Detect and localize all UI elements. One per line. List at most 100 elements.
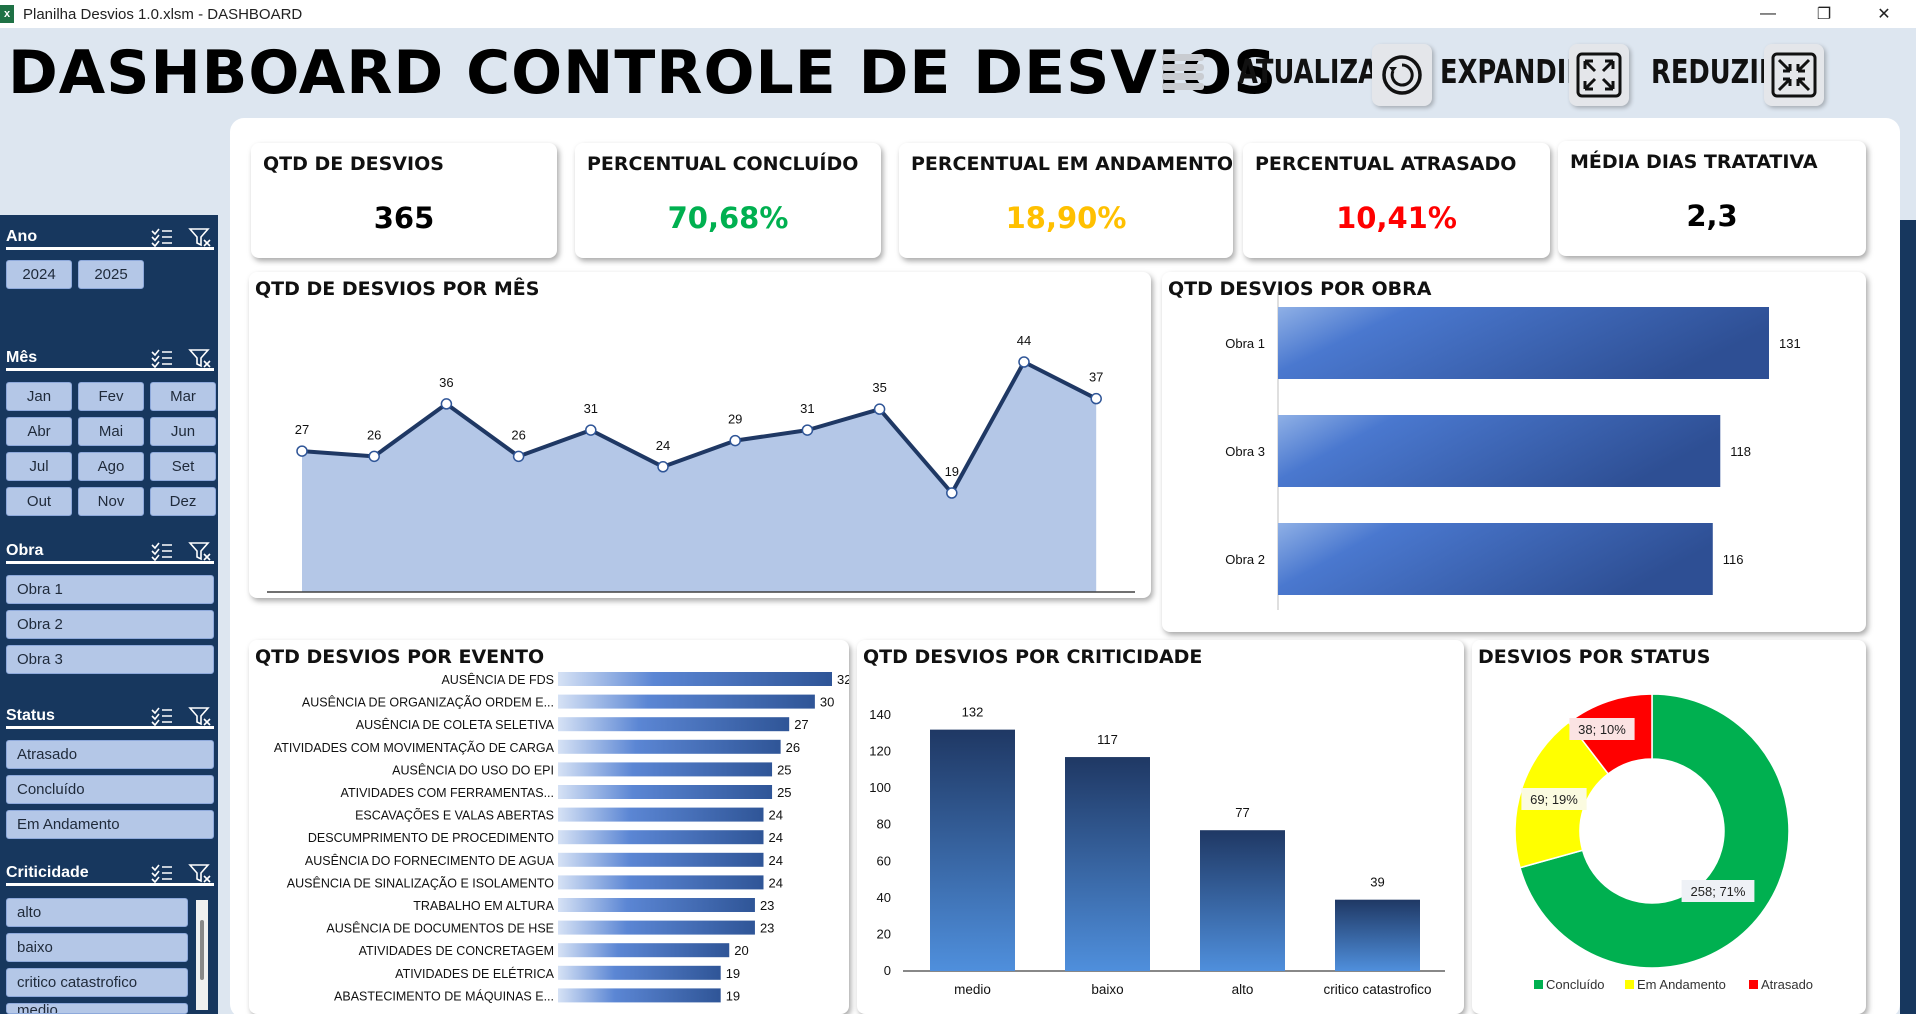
multi-select-icon[interactable] xyxy=(150,705,174,727)
clear-filter-icon[interactable] xyxy=(188,347,212,369)
slicer-item[interactable]: 2025 xyxy=(78,260,144,289)
reduce-label[interactable]: REDUZIR xyxy=(1651,52,1779,91)
slicer-scrollbar[interactable] xyxy=(196,900,208,1010)
slicer-item[interactable]: Atrasado xyxy=(6,740,214,769)
data-point xyxy=(296,445,308,457)
multi-select-icon[interactable] xyxy=(150,347,174,369)
label-box xyxy=(1569,718,1635,740)
slicer-item[interactable]: alto xyxy=(6,898,188,927)
kpi-title: PERCENTUAL CONCLUÍDO xyxy=(587,153,859,175)
data-point xyxy=(585,424,597,436)
slicer-item[interactable]: Jun xyxy=(150,417,216,446)
clear-filter-icon[interactable] xyxy=(188,705,212,727)
menu-icon[interactable] xyxy=(1160,50,1206,94)
expand-icon[interactable] xyxy=(1569,44,1629,106)
slicer-item[interactable]: Obra 1 xyxy=(6,575,214,604)
severity-column-chart: 0 20 40 60 80 100 120 140 132 medio 117 baixo 77 alto… xyxy=(869,705,1445,997)
data-label: 69; 19% xyxy=(1530,792,1578,807)
bar xyxy=(558,785,773,799)
bar xyxy=(1278,307,1769,379)
data-label: 26 xyxy=(786,740,800,755)
clear-filter-icon[interactable] xyxy=(188,540,212,562)
reduce-icon[interactable] xyxy=(1764,44,1824,106)
area-fill xyxy=(302,362,1097,592)
y-tick-label: 100 xyxy=(869,780,891,795)
bar xyxy=(1200,830,1285,971)
bar xyxy=(558,694,815,709)
slicer-item[interactable]: Abr xyxy=(6,417,72,446)
bar xyxy=(558,965,721,980)
slicer-item[interactable]: medio xyxy=(6,1003,188,1014)
chart-title: DESVIOS POR STATUS xyxy=(1478,646,1711,668)
kpi-value: 18,90% xyxy=(1005,201,1127,235)
bar xyxy=(558,672,832,686)
kpi-title: PERCENTUAL ATRASADO xyxy=(1255,153,1517,175)
kpi-card-late: PERCENTUAL ATRASADO 10,41% xyxy=(1243,143,1550,258)
series-line xyxy=(301,360,1098,495)
clear-filter-icon[interactable] xyxy=(188,862,212,884)
bar xyxy=(558,852,764,867)
slicer-item[interactable]: Jan xyxy=(6,382,72,411)
multi-select-icon[interactable] xyxy=(150,226,174,248)
slicer-item[interactable]: Mar xyxy=(150,382,216,411)
slicer-item[interactable]: Out xyxy=(6,487,72,516)
slicer-item[interactable]: baixo xyxy=(6,933,188,962)
minimize-icon[interactable]: — xyxy=(1760,5,1776,22)
expand-label[interactable]: EXPANDIR xyxy=(1440,52,1587,91)
legend-label: Atrasado xyxy=(1761,977,1813,992)
chart-card-status: DESVIOS POR STATUS 258; 71% 69; 19% 38; 10… xyxy=(1472,640,1866,1014)
slicer-item[interactable]: Concluído xyxy=(6,775,214,804)
slicer-header-year: Ano xyxy=(6,226,214,250)
data-label: 39 xyxy=(1370,875,1384,890)
category-label: ABASTECIMENTO DE MÁQUINAS E... xyxy=(334,988,554,1003)
y-tick-label: 120 xyxy=(869,744,891,759)
clear-filter-icon[interactable] xyxy=(188,226,212,248)
data-point xyxy=(1090,392,1102,405)
slicer-item[interactable]: Fev xyxy=(78,382,144,411)
refresh-label[interactable]: ATUALIZAR xyxy=(1238,52,1398,91)
data-point xyxy=(1018,356,1030,368)
data-label: 20 xyxy=(734,943,748,958)
kpi-title: MÉDIA DIAS TRATATIVA xyxy=(1570,151,1818,173)
category-label: AUSÊNCIA DE ORGANIZAÇÃO ORDEM E... xyxy=(302,695,554,710)
slicer-header-status: Status xyxy=(6,705,214,729)
y-tick-label: 40 xyxy=(877,890,891,905)
kpi-card-avg-days: MÉDIA DIAS TRATATIVA 2,3 xyxy=(1558,141,1866,256)
close-icon[interactable]: ✕ xyxy=(1877,6,1891,23)
multi-select-icon[interactable] xyxy=(150,540,174,562)
chart-title: QTD DESVIOS POR EVENTO xyxy=(255,646,545,668)
data-label: 36 xyxy=(439,375,453,390)
kpi-title: PERCENTUAL EM ANDAMENTO xyxy=(911,153,1234,175)
data-label: 19 xyxy=(726,966,740,981)
bar xyxy=(558,807,764,822)
slicer-item[interactable]: Obra 2 xyxy=(6,610,214,639)
chart-card-event: QTD DESVIOS POR EVENTO 32 AUSÊNCIA DE FDS… xyxy=(249,640,849,1014)
data-label: 27 xyxy=(794,717,808,732)
data-point xyxy=(873,403,886,415)
slicer-item[interactable]: Jul xyxy=(6,452,72,481)
slicer-item[interactable]: Obra 3 xyxy=(6,645,214,674)
slicer-item[interactable]: critico catastrofico xyxy=(6,968,188,997)
data-label: 38; 10% xyxy=(1578,722,1626,737)
slicer-item[interactable]: Em Andamento xyxy=(6,810,214,839)
slicer-header-severity: Criticidade xyxy=(6,862,214,886)
refresh-icon[interactable] xyxy=(1372,44,1432,106)
scrollbar-thumb[interactable] xyxy=(200,920,204,980)
bar xyxy=(930,729,1015,971)
multi-select-icon[interactable] xyxy=(150,862,174,884)
restore-icon[interactable]: ❐ xyxy=(1816,6,1832,23)
label-box xyxy=(1681,880,1755,902)
slicer-item[interactable]: Nov xyxy=(78,487,144,516)
bar xyxy=(558,875,764,890)
data-label: 30 xyxy=(820,695,834,710)
data-label: 24 xyxy=(656,438,670,453)
window-title-bar: x Planilha Desvios 1.0.xlsm - DASHBOARD … xyxy=(0,0,1916,28)
slicer-title-site: Obra xyxy=(6,542,44,559)
slicer-item[interactable]: Mai xyxy=(78,417,144,446)
slicer-item[interactable]: Ago xyxy=(78,452,144,481)
slicer-item[interactable]: Dez xyxy=(150,487,216,516)
slicer-item[interactable]: 2024 xyxy=(6,260,72,289)
bar xyxy=(558,717,790,732)
slicer-item[interactable]: Set xyxy=(150,452,216,481)
window-title: Planilha Desvios 1.0.xlsm - DASHBOARD xyxy=(23,5,303,23)
